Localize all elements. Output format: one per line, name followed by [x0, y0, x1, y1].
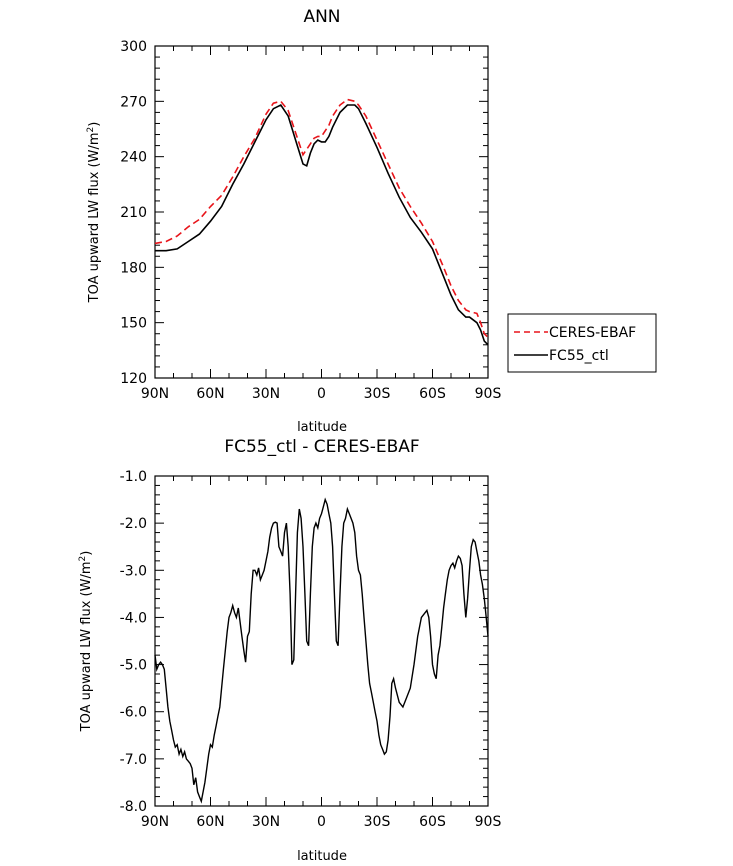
x-tick-label: 30S	[364, 814, 391, 830]
legend-box	[507, 313, 657, 373]
legend-label-fc55-ctl: FC55_ctl	[549, 348, 609, 364]
series-line-fc55-ctl	[155, 103, 489, 346]
top-chart: ANN 120 150 180 210 240 270 300 90N 60N 30N 0 30S 6…	[86, 7, 657, 435]
y-tick-label: -6.0	[120, 705, 147, 721]
difference-series-line	[154, 497, 489, 804]
x-tick-label: 0	[317, 814, 326, 830]
bottom-x-ticks: 90N 60N 30N 0 30S 60S 90S	[141, 476, 502, 830]
y-tick-label: 210	[120, 205, 147, 221]
y-tick-label: -8.0	[120, 799, 147, 815]
x-tick-label: 60N	[196, 814, 224, 830]
top-x-axis-label: latitude	[297, 420, 347, 435]
x-tick-label: 90S	[475, 814, 502, 830]
legend: CERES-EBAF FC55_ctl	[507, 313, 657, 373]
x-tick-label: 0	[317, 386, 326, 402]
y-tick-label: 180	[120, 260, 147, 276]
bottom-chart: FC55_ctl - CERES-EBAF -8.0 -7.0 -6.0 -5.0 -4…	[78, 437, 501, 864]
x-tick-label: 60N	[196, 386, 224, 402]
bottom-plot-frame	[154, 475, 489, 807]
x-tick-label: 90N	[141, 386, 169, 402]
top-x-ticks: 90N 60N 30N 0 30S 60S 90S	[141, 46, 502, 402]
y-tick-label: -1.0	[120, 469, 147, 485]
bottom-y-ticks: -8.0 -7.0 -6.0 -5.0 -4.0 -3.0 -2.0 -1.0	[120, 469, 488, 815]
bottom-chart-title: FC55_ctl - CERES-EBAF	[224, 437, 419, 457]
top-y-ticks: 120 150 180 210 240 270 300	[120, 39, 488, 387]
x-tick-label: 90S	[475, 386, 502, 402]
y-tick-label: -7.0	[120, 752, 147, 768]
y-tick-label: -3.0	[120, 563, 147, 579]
y-tick-label: 300	[120, 39, 147, 55]
x-tick-label: 60S	[419, 814, 446, 830]
x-tick-label: 30N	[252, 386, 280, 402]
bottom-x-axis-label: latitude	[297, 849, 347, 864]
legend-label-ceres-ebaf: CERES-EBAF	[549, 325, 636, 341]
y-tick-label: -2.0	[120, 516, 147, 532]
y-tick-label: 240	[120, 150, 147, 166]
series-line-ceres-ebaf	[154, 98, 489, 338]
top-chart-title: ANN	[303, 7, 340, 27]
x-tick-label: 30S	[364, 386, 391, 402]
y-tick-label: 270	[120, 94, 147, 110]
top-y-axis-label: TOA upward LW flux (W/m2)	[86, 122, 102, 304]
y-tick-label: -4.0	[120, 610, 147, 626]
y-tick-label: 150	[120, 316, 147, 332]
x-tick-label: 60S	[419, 386, 446, 402]
bottom-y-axis-label: TOA upward LW flux (W/m2)	[78, 551, 94, 733]
y-tick-label: 120	[120, 371, 147, 387]
x-tick-label: 90N	[141, 814, 169, 830]
x-tick-label: 30N	[252, 814, 280, 830]
y-tick-label: -5.0	[120, 658, 147, 674]
